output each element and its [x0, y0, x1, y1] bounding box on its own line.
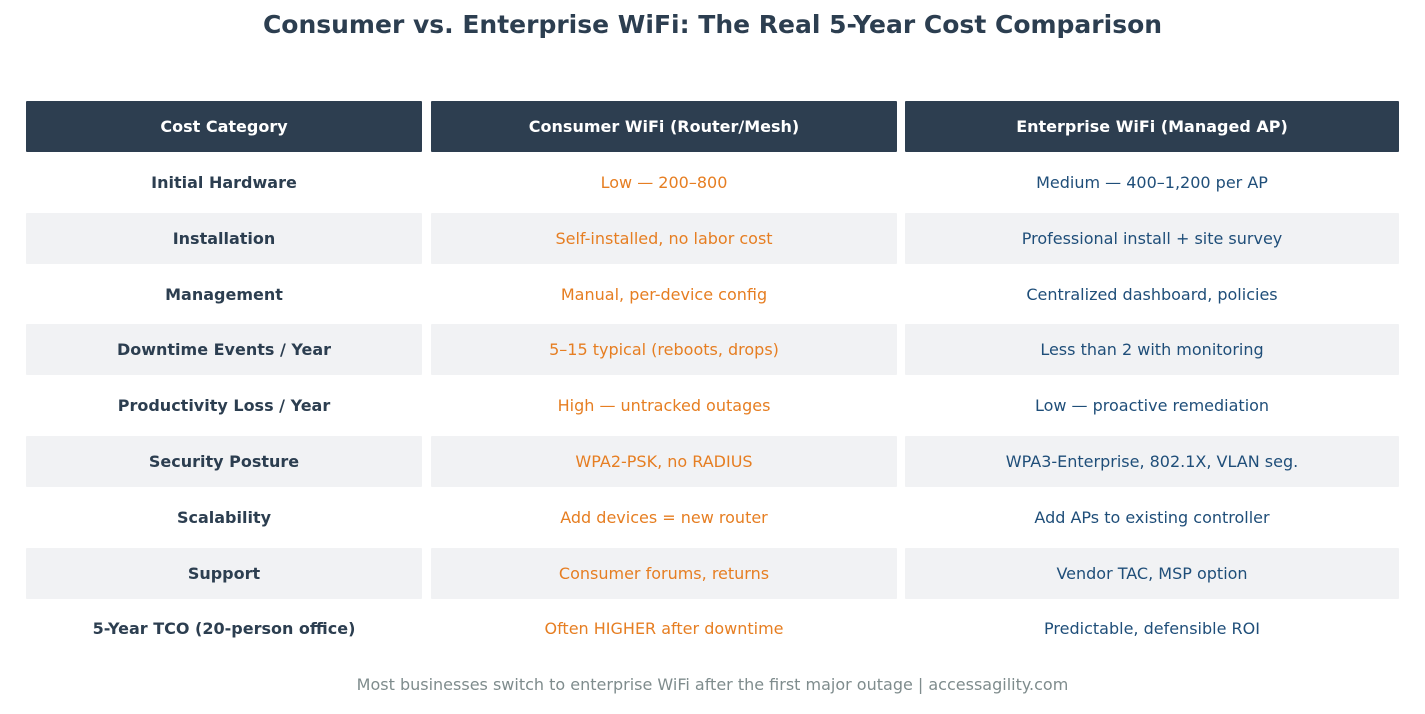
- cell-consumer: Consumer forums, returns: [431, 547, 897, 599]
- cell-consumer: WPA2-PSK, no RADIUS: [431, 436, 897, 487]
- cell-enterprise: WPA3-Enterprise, 802.1X, VLAN seg.: [905, 436, 1399, 487]
- cell-enterprise: Low — proactive remediation: [1034, 396, 1270, 416]
- header-consumer: Consumer WiFi (Router/Mesh): [431, 101, 897, 152]
- page-title: Consumer vs. Enterprise WiFi: The Real 5…: [262, 10, 1163, 39]
- cell-consumer: High — untracked outages: [557, 396, 771, 416]
- cell-consumer: Low — 200–800: [600, 173, 728, 192]
- cell-category: Installation: [26, 212, 422, 264]
- cell-consumer: Add devices = new router: [560, 507, 768, 527]
- cell-category: Initial Hardware: [151, 173, 297, 192]
- cell-consumer: Self-installed, no labor cost: [431, 212, 897, 264]
- cell-category: 5-Year TCO (20-person office): [92, 619, 356, 639]
- cell-enterprise: Predictable, defensible ROI: [1044, 619, 1260, 639]
- cell-category: Management: [165, 284, 283, 304]
- cell-enterprise: Add APs to existing controller: [1034, 507, 1270, 527]
- cell-category: Productivity Loss / Year: [117, 396, 331, 416]
- cell-category: Support: [26, 547, 422, 599]
- cell-enterprise: Medium — 400–1,200 per AP: [1036, 173, 1268, 192]
- cell-enterprise: Professional install + site survey: [905, 212, 1399, 264]
- footer-note: Most businesses switch to enterprise WiF…: [356, 675, 1069, 694]
- header-enterprise: Enterprise WiFi (Managed AP): [905, 101, 1399, 152]
- cell-category: Downtime Events / Year: [26, 324, 422, 376]
- cell-consumer: Often HIGHER after downtime: [544, 619, 784, 639]
- header-category: Cost Category: [26, 101, 422, 152]
- cell-category: Security Posture: [26, 436, 422, 487]
- cell-consumer: 5–15 typical (reboots, drops): [431, 324, 897, 376]
- cell-enterprise: Vendor TAC, MSP option: [905, 547, 1399, 599]
- cell-enterprise: Less than 2 with monitoring: [905, 324, 1399, 376]
- cell-category: Scalability: [176, 507, 272, 527]
- cell-enterprise: Centralized dashboard, policies: [1026, 284, 1278, 304]
- cell-consumer: Manual, per-device config: [560, 284, 768, 304]
